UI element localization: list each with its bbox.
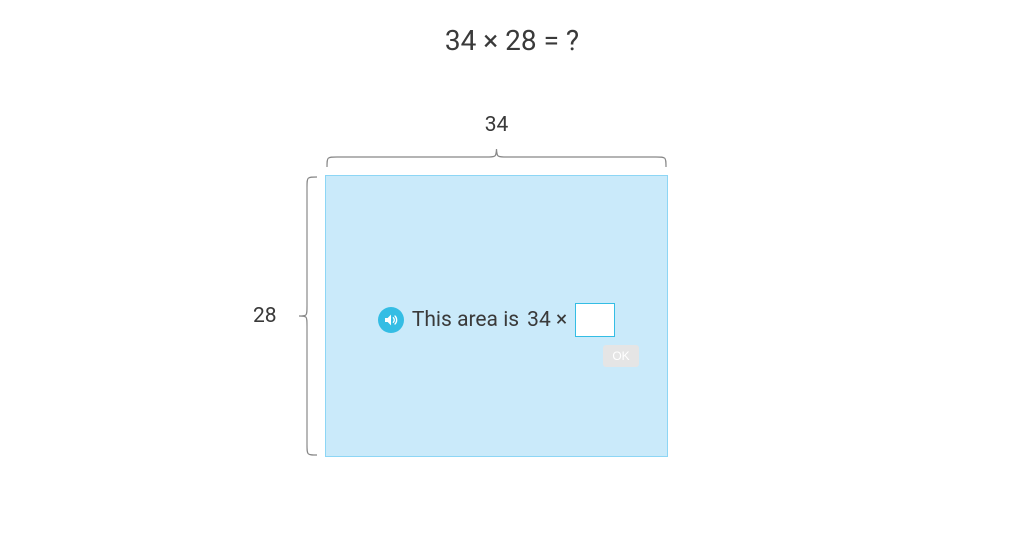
prompt-value-prefix: 34 × — [527, 308, 567, 332]
top-dimension-label: 34 — [325, 113, 668, 137]
equation-text: 34 × 28 = ? — [0, 24, 1024, 57]
prompt-row: This area is 34 × — [325, 303, 668, 337]
top-brace — [325, 147, 668, 169]
answer-input[interactable] — [575, 303, 615, 337]
ok-button[interactable]: OK — [603, 345, 639, 367]
speaker-icon — [383, 312, 399, 328]
left-dimension-label: 28 — [253, 175, 277, 457]
audio-button[interactable] — [378, 307, 404, 333]
prompt-text-prefix: This area is — [412, 308, 519, 332]
left-brace — [297, 175, 319, 457]
